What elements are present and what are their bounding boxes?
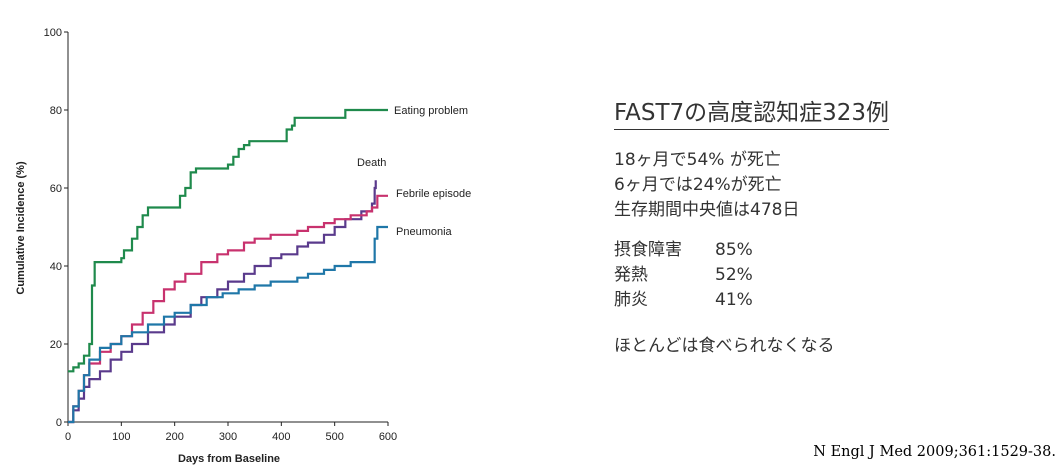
x-tick-label: 300 xyxy=(219,431,237,443)
rates-block: 摂食障害 85% 発熱 52% 肺炎 41% xyxy=(614,238,1014,313)
y-tick-label: 80 xyxy=(50,105,62,117)
y-tick-label: 0 xyxy=(56,417,62,429)
x-tick-label: 600 xyxy=(379,431,397,443)
rate-name: 肺炎 xyxy=(614,290,648,310)
x-axis-title: Days from Baseline xyxy=(178,453,280,465)
stat-line: 生存期間中央値は478日 xyxy=(614,200,800,220)
y-tick-label: 40 xyxy=(50,261,62,273)
stat-line: 6ヶ月では24%が死亡 xyxy=(614,175,782,195)
rate-value: 52% xyxy=(715,265,753,285)
summary-panel: FAST7の高度認知症323例 18ヶ月で54% が死亡 6ヶ月では24%が死亡… xyxy=(614,98,1014,359)
series-label-pneumonia: Pneumonia xyxy=(396,226,453,238)
rate-row: 発熱 52% xyxy=(614,263,1014,288)
y-axis-title: Cumulative Incidence (%) xyxy=(15,161,27,295)
y-tick-label: 100 xyxy=(44,27,62,39)
series-label-febrile-episode: Febrile episode xyxy=(396,188,471,200)
stat-line: 18ヶ月で54% が死亡 xyxy=(614,150,781,170)
summary-text: ほとんどは食べられなくなる xyxy=(614,336,835,356)
x-tick-label: 200 xyxy=(165,431,183,443)
series-line-eating-problem xyxy=(68,108,388,373)
x-tick-label: 0 xyxy=(65,431,71,443)
incidence-chart: 0 20 40 60 80 100 0 100 200 300 400 500 600 Eating pr… xyxy=(15,27,471,465)
citation: N Engl J Med 2009;361:1529-38. xyxy=(813,444,1056,460)
x-tick-label: 100 xyxy=(112,431,130,443)
rate-row: 肺炎 41% xyxy=(614,288,1014,313)
stats-block: 18ヶ月で54% が死亡 6ヶ月では24%が死亡 生存期間中央値は478日 xyxy=(614,148,1014,223)
rate-name: 発熱 xyxy=(614,265,648,285)
rate-row: 摂食障害 85% xyxy=(614,238,1014,263)
rate-value: 85% xyxy=(715,240,753,260)
slide-title: FAST7の高度認知症323例 xyxy=(614,98,890,130)
series-label-eating-problem: Eating problem xyxy=(394,105,468,117)
series-line-death xyxy=(68,180,377,424)
rate-value: 41% xyxy=(715,290,753,310)
y-tick-label: 60 xyxy=(50,183,62,195)
series-line-febrile-episode xyxy=(68,194,388,424)
x-tick-label: 500 xyxy=(325,431,343,443)
series-line-pneumonia xyxy=(68,225,388,424)
rate-name: 摂食障害 xyxy=(614,240,682,260)
x-tick-label: 400 xyxy=(272,431,290,443)
series-label-death: Death xyxy=(357,157,386,169)
y-tick-label: 20 xyxy=(50,339,62,351)
